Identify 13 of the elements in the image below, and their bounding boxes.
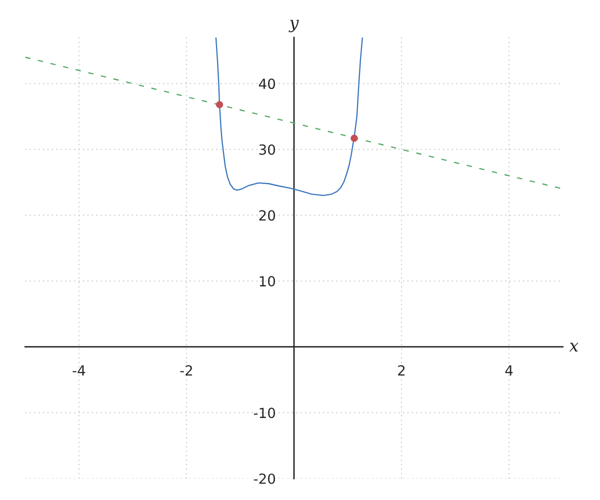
y-tick-label: -20 <box>254 473 276 484</box>
y-axis-title: y <box>288 20 299 32</box>
y-tick-label: 30 <box>259 144 276 155</box>
y-tick-label: 40 <box>258 78 276 90</box>
y-tick-label: -10 <box>254 408 276 418</box>
x-axis-title: x <box>569 342 578 352</box>
line-series <box>215 38 364 196</box>
x-tick-label: -2 <box>180 365 192 376</box>
x-tick-label: -4 <box>72 365 86 376</box>
y-tick-label: 10 <box>260 276 276 287</box>
y-tick-label: 20 <box>259 210 276 221</box>
x-tick-label: 4 <box>505 365 513 376</box>
x-tick-label: 2 <box>398 365 405 376</box>
